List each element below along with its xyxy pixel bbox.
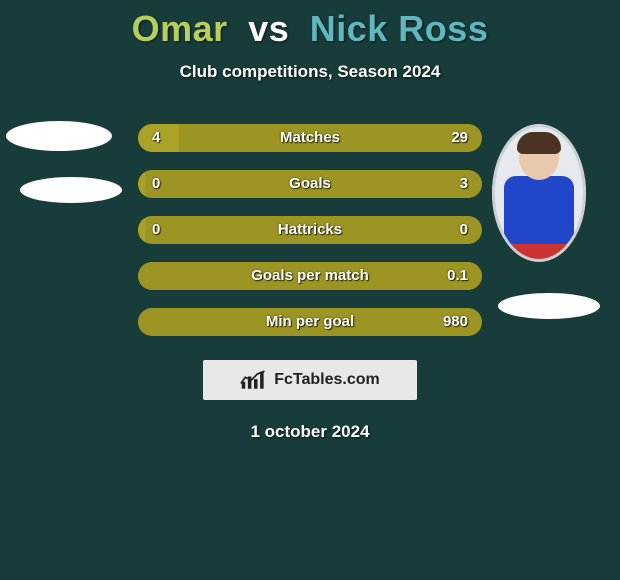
watermark-text: FcTables.com bbox=[274, 371, 380, 389]
stat-value-left: 0 bbox=[152, 216, 160, 244]
stat-label: Hattricks bbox=[278, 216, 342, 244]
date: 1 october 2024 bbox=[0, 422, 620, 442]
stat-value-left: 4 bbox=[152, 124, 160, 152]
watermark: FcTables.com bbox=[203, 360, 417, 400]
player2-photo bbox=[492, 124, 586, 262]
stat-value-right: 3 bbox=[460, 170, 468, 198]
stat-row: Goals per match 0.1 bbox=[138, 262, 482, 290]
player1-club-badge bbox=[6, 121, 112, 151]
stat-value-right: 29 bbox=[451, 124, 468, 152]
player1-country-badge bbox=[20, 177, 122, 203]
stats-container: Matches 4 29 Goals 0 3 Hattricks 0 0 Goals per ma… bbox=[138, 124, 482, 336]
stat-value-right: 980 bbox=[443, 308, 468, 336]
stat-row: Hattricks 0 0 bbox=[138, 216, 482, 244]
stat-row: Goals 0 3 bbox=[138, 170, 482, 198]
stat-label: Goals bbox=[289, 170, 331, 198]
chart-icon bbox=[240, 369, 268, 391]
stat-value-right: 0 bbox=[460, 216, 468, 244]
stat-bar-left bbox=[138, 216, 145, 244]
subtitle: Club competitions, Season 2024 bbox=[0, 62, 620, 82]
player2-club-badge bbox=[498, 293, 600, 319]
stat-label: Goals per match bbox=[251, 262, 369, 290]
stat-value-right: 0.1 bbox=[447, 262, 468, 290]
stat-bar-left bbox=[138, 170, 145, 198]
title-player1: Omar bbox=[132, 8, 228, 49]
stat-row: Matches 4 29 bbox=[138, 124, 482, 152]
title-player2: Nick Ross bbox=[310, 8, 489, 49]
stat-value-left: 0 bbox=[152, 170, 160, 198]
page-title: Omar vs Nick Ross bbox=[0, 0, 620, 50]
stat-row: Min per goal 980 bbox=[138, 308, 482, 336]
title-vs: vs bbox=[248, 8, 289, 49]
stat-label: Matches bbox=[280, 124, 340, 152]
stat-label: Min per goal bbox=[266, 308, 354, 336]
